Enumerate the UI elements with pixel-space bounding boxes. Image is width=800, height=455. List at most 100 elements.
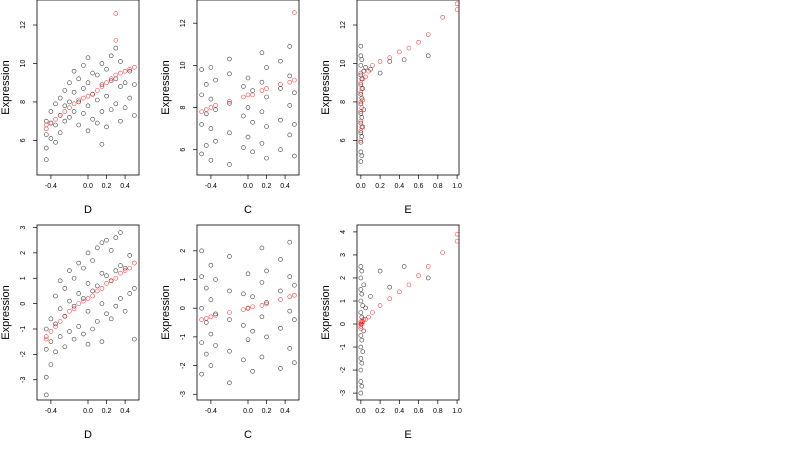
data-point bbox=[48, 120, 54, 126]
y-tick-label: 10 bbox=[340, 59, 347, 67]
x-axis-label: C bbox=[244, 429, 252, 441]
panel-2: -0.4 0.0 0.2 0.4 C 6 8 10 12 Expression bbox=[160, 0, 300, 216]
x-tick-label: 0.2 bbox=[262, 408, 272, 415]
x-axis-label: D bbox=[84, 429, 92, 441]
data-point bbox=[108, 316, 114, 322]
data-point bbox=[361, 317, 367, 322]
y-tick-label: 6 bbox=[340, 138, 347, 142]
data-point bbox=[241, 94, 246, 100]
data-point bbox=[43, 126, 49, 132]
data-point bbox=[62, 344, 68, 350]
data-point bbox=[292, 317, 297, 322]
data-point bbox=[416, 40, 421, 45]
data-point bbox=[287, 274, 293, 279]
data-point bbox=[454, 238, 460, 244]
data-point bbox=[53, 101, 58, 107]
data-point bbox=[57, 95, 63, 101]
data-point bbox=[387, 296, 393, 301]
data-point bbox=[99, 141, 105, 147]
data-point bbox=[358, 379, 364, 384]
data-point bbox=[278, 288, 283, 294]
data-point bbox=[81, 63, 86, 68]
data-point bbox=[199, 274, 204, 279]
x-tick-label: 0.2 bbox=[375, 183, 385, 190]
data-point bbox=[76, 97, 82, 103]
data-point bbox=[94, 120, 100, 126]
y-tick-label: 6 bbox=[180, 148, 187, 152]
data-point bbox=[81, 296, 86, 301]
x-tick-label: 0.6 bbox=[414, 183, 424, 190]
y-tick-label: 2 bbox=[340, 276, 347, 280]
data-point bbox=[359, 337, 365, 343]
data-point bbox=[67, 99, 72, 105]
data-point bbox=[359, 153, 365, 159]
data-point bbox=[292, 90, 297, 96]
data-point bbox=[53, 349, 58, 355]
data-point bbox=[241, 291, 246, 297]
data-point bbox=[76, 76, 82, 82]
data-point bbox=[250, 294, 255, 300]
data-point bbox=[259, 88, 265, 93]
data-point bbox=[358, 275, 364, 281]
data-point bbox=[99, 84, 105, 89]
x-tick-label: 0.2 bbox=[102, 408, 112, 415]
data-point bbox=[43, 157, 49, 162]
data-point bbox=[245, 134, 251, 140]
data-point bbox=[245, 305, 251, 311]
data-point bbox=[287, 239, 293, 245]
x-tick-label: 0.4 bbox=[394, 183, 404, 190]
y-tick-label: 1 bbox=[180, 277, 187, 281]
data-point bbox=[62, 118, 68, 124]
x-axis-label: E bbox=[404, 204, 411, 216]
data-point bbox=[241, 323, 246, 328]
data-point bbox=[440, 15, 445, 20]
data-point bbox=[94, 288, 100, 294]
data-point bbox=[359, 105, 365, 110]
data-point bbox=[104, 93, 109, 99]
data-point bbox=[227, 348, 232, 354]
data-point bbox=[76, 301, 82, 306]
data-point bbox=[363, 305, 368, 311]
data-point bbox=[104, 273, 109, 279]
data-point bbox=[48, 362, 54, 367]
data-point bbox=[370, 310, 375, 315]
plot-frame bbox=[196, 224, 300, 401]
data-point bbox=[264, 94, 269, 100]
data-point bbox=[208, 297, 214, 302]
data-point bbox=[108, 248, 114, 253]
data-point bbox=[67, 115, 72, 120]
data-point bbox=[62, 286, 68, 291]
y-axis-label: Expression bbox=[320, 285, 332, 339]
data-point bbox=[53, 140, 58, 145]
data-point bbox=[213, 103, 218, 108]
data-point bbox=[358, 80, 364, 85]
x-tick-label: 0.0 bbox=[243, 408, 253, 415]
data-point bbox=[363, 317, 368, 322]
data-point bbox=[76, 260, 82, 266]
data-point bbox=[241, 113, 246, 119]
data-point bbox=[203, 351, 209, 357]
data-point bbox=[360, 319, 366, 325]
data-point bbox=[359, 360, 365, 366]
data-point bbox=[368, 294, 373, 299]
data-point bbox=[113, 303, 119, 309]
plot-frame bbox=[36, 0, 140, 176]
data-point bbox=[127, 291, 133, 296]
x-tick-label: -0.4 bbox=[205, 408, 217, 415]
data-point bbox=[278, 86, 283, 91]
data-point bbox=[199, 92, 204, 98]
y-tick-label: 2 bbox=[20, 251, 27, 255]
data-point bbox=[90, 91, 95, 97]
data-point bbox=[208, 262, 214, 268]
data-point bbox=[397, 289, 402, 295]
data-point bbox=[127, 265, 133, 271]
y-tick-label: 6 bbox=[20, 138, 27, 142]
data-point bbox=[71, 306, 77, 312]
data-point bbox=[67, 298, 72, 304]
data-point bbox=[360, 76, 366, 82]
y-tick-label: 10 bbox=[20, 59, 27, 67]
data-point bbox=[203, 111, 209, 117]
data-point bbox=[71, 275, 77, 281]
data-point bbox=[132, 113, 137, 118]
